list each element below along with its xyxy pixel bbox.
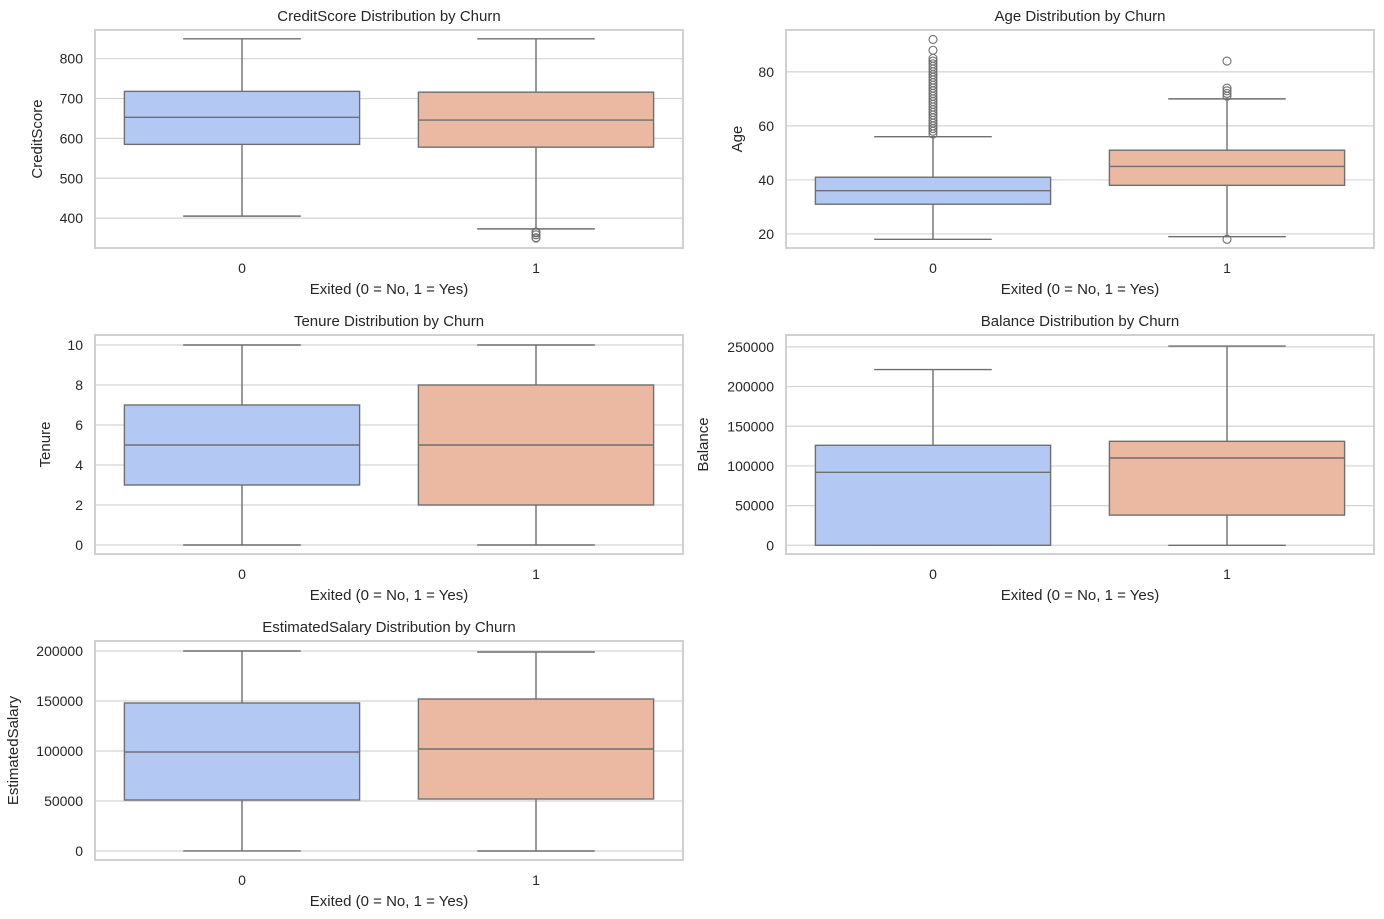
x-axis-label: Exited (0 = No, 1 = Yes): [310, 587, 468, 604]
x-tick-label: 1: [532, 872, 540, 888]
outlier-point: [1222, 86, 1232, 96]
x-tick-label: 1: [532, 566, 540, 582]
x-tick-label: 0: [929, 260, 937, 276]
axes-frame: [785, 29, 1375, 249]
y-tick-label: 0: [75, 537, 83, 553]
y-tick-label: 20: [758, 226, 774, 242]
y-tick-label: 400: [60, 210, 84, 226]
y-tick-label: 0: [75, 843, 83, 859]
y-axis-label: Tenure: [37, 422, 54, 468]
y-axis-label: Balance: [695, 417, 712, 471]
outlier-point: [928, 56, 938, 66]
y-tick-label: 60: [758, 118, 774, 134]
chart-title: Balance Distribution by Churn: [981, 313, 1179, 330]
outlier-point: [928, 59, 938, 69]
box-group-1: [417, 38, 655, 243]
axes-frame: [94, 29, 684, 249]
x-tick-label: 0: [238, 872, 246, 888]
chart-panel-0: 400 500 600 700 800 0 1 CreditScore Distributio…: [29, 8, 684, 298]
y-tick-label: 250000: [727, 339, 774, 355]
y-tick-label: 8: [75, 377, 83, 393]
y-axis-label: CreditScore: [29, 99, 46, 178]
x-tick-label: 1: [1223, 566, 1231, 582]
y-tick-label: 10: [67, 337, 83, 353]
y-tick-label: 100000: [36, 743, 83, 759]
chart-title: CreditScore Distribution by Churn: [277, 8, 500, 25]
y-tick-label: 200000: [727, 379, 774, 395]
y-tick-label: 6: [75, 417, 83, 433]
y-tick-label: 500: [60, 170, 84, 186]
iqr-box: [814, 444, 1052, 546]
box-group-1: [1108, 56, 1346, 244]
axes-frame: [785, 334, 1375, 555]
x-axis-label: Exited (0 = No, 1 = Yes): [310, 281, 468, 298]
y-tick-label: 150000: [727, 418, 774, 434]
y-tick-label: 4: [75, 457, 83, 473]
iqr-box: [1108, 149, 1346, 187]
y-tick-label: 50000: [44, 793, 83, 809]
chart-panel-3: 0 50000 100000 150000 200000 250000 0 1 Balance …: [695, 313, 1375, 604]
x-tick-label: 1: [532, 260, 540, 276]
box-group-0: [814, 368, 1052, 546]
y-tick-label: 50000: [735, 498, 774, 514]
outlier-point: [531, 233, 541, 243]
y-axis-label: EstimatedSalary: [5, 695, 22, 805]
y-tick-label: 100000: [727, 458, 774, 474]
x-tick-label: 1: [1223, 260, 1231, 276]
outlier-point: [1222, 234, 1232, 244]
box-group-0: [814, 34, 1052, 241]
y-tick-label: 600: [60, 130, 84, 146]
box-group-0: [123, 344, 361, 546]
outlier-point: [1222, 83, 1232, 93]
x-tick-label: 0: [238, 566, 246, 582]
axes-frame: [94, 640, 684, 861]
y-axis-label: Age: [729, 126, 746, 153]
x-axis-label: Exited (0 = No, 1 = Yes): [310, 893, 468, 910]
y-tick-label: 200000: [36, 643, 83, 659]
box-group-0: [123, 38, 361, 217]
chart-panel-2: 0 2 4 6 8 10 0 1 Tenure Distribution by Churn Exi…: [37, 313, 684, 604]
y-tick-label: 700: [60, 91, 84, 107]
box-group-1: [1108, 345, 1346, 546]
outlier-point: [531, 227, 541, 237]
box-group-0: [123, 650, 361, 852]
chart-panel-1: 20 40 60 80 0 1 Age Distribution by Churn Exite…: [729, 8, 1375, 298]
y-tick-label: 80: [758, 64, 774, 80]
y-tick-label: 800: [60, 51, 84, 67]
outlier-point: [1222, 88, 1232, 99]
iqr-box: [1108, 440, 1346, 516]
y-tick-label: 2: [75, 497, 83, 513]
chart-title: EstimatedSalary Distribution by Churn: [262, 619, 515, 636]
box-group-1: [417, 344, 655, 546]
y-tick-label: 0: [766, 537, 774, 553]
chart-panel-4: 0 50000 100000 150000 200000 0 1 EstimatedSalar…: [5, 619, 684, 910]
x-tick-label: 0: [929, 566, 937, 582]
outlier-point: [928, 34, 938, 45]
y-tick-label: 150000: [36, 693, 83, 709]
chart-title: Tenure Distribution by Churn: [294, 313, 484, 330]
outlier-point: [1222, 56, 1232, 66]
y-tick-label: 40: [758, 172, 774, 188]
box-group-1: [417, 651, 655, 852]
x-tick-label: 0: [238, 260, 246, 276]
chart-title: Age Distribution by Churn: [995, 8, 1166, 25]
outlier-point: [928, 45, 938, 55]
axes-frame: [94, 334, 684, 555]
x-axis-label: Exited (0 = No, 1 = Yes): [1001, 281, 1159, 298]
x-axis-label: Exited (0 = No, 1 = Yes): [1001, 587, 1159, 604]
